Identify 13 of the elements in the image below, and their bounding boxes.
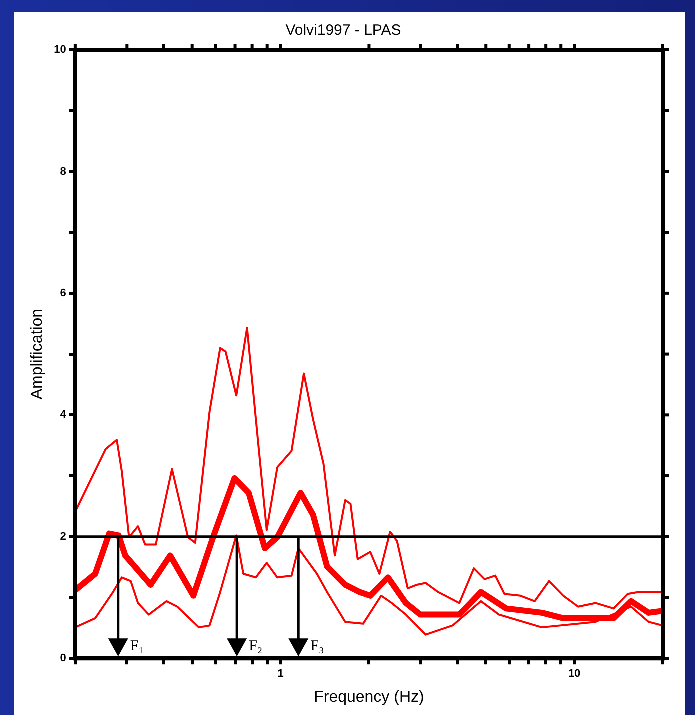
y-axis-title: Amplification (29, 308, 46, 400)
y-tick-label: 4 (60, 409, 68, 422)
x-axis-title: Frequency (Hz) (314, 688, 424, 706)
y-tick-label: 0 (60, 652, 66, 665)
annotation: F₂ (249, 638, 263, 654)
y-tick-label: 6 (60, 287, 66, 300)
x-tick-label: 1 (278, 668, 284, 680)
annotation: F₁ (130, 638, 144, 654)
y-tick-label: 2 (60, 530, 66, 543)
annotation: F₃ (310, 638, 324, 654)
y-tick-label: 10 (54, 44, 66, 56)
y-tick-label: 8 (60, 166, 66, 178)
chart-title: Volvi1997 - LPAS (286, 22, 402, 40)
